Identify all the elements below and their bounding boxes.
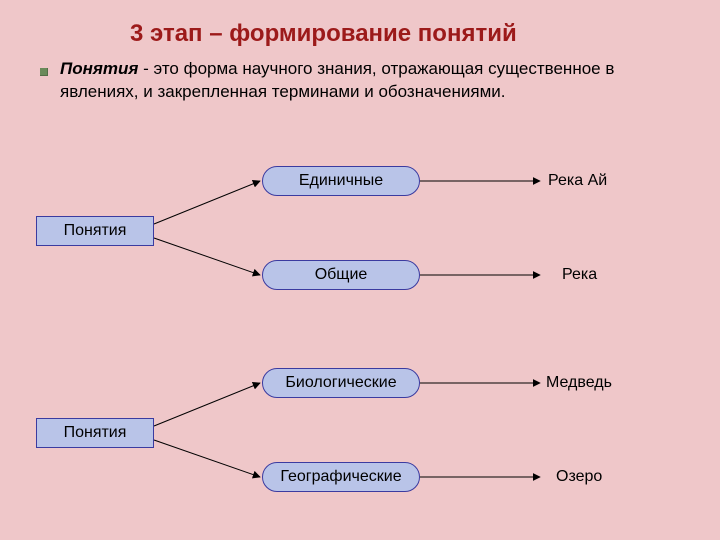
diagram-box-root2: Понятия [36, 418, 154, 448]
diagram-box-mid1b: Общие [262, 260, 420, 290]
diagram-edge [154, 238, 260, 275]
example-label-lab2a: Медведь [546, 374, 612, 392]
diagram-box-root1: Понятия [36, 216, 154, 246]
diagram-edge [154, 181, 260, 224]
example-label-lab2b: Озеро [556, 468, 602, 486]
diagram-box-mid2a: Биологические [262, 368, 420, 398]
diagram-edge [154, 383, 260, 426]
diagram-edge [154, 440, 260, 477]
example-label-lab1a: Река Ай [548, 172, 607, 190]
diagram-box-mid1a: Единичные [262, 166, 420, 196]
diagram-box-mid2b: Географические [262, 462, 420, 492]
example-label-lab1b: Река [562, 266, 597, 284]
